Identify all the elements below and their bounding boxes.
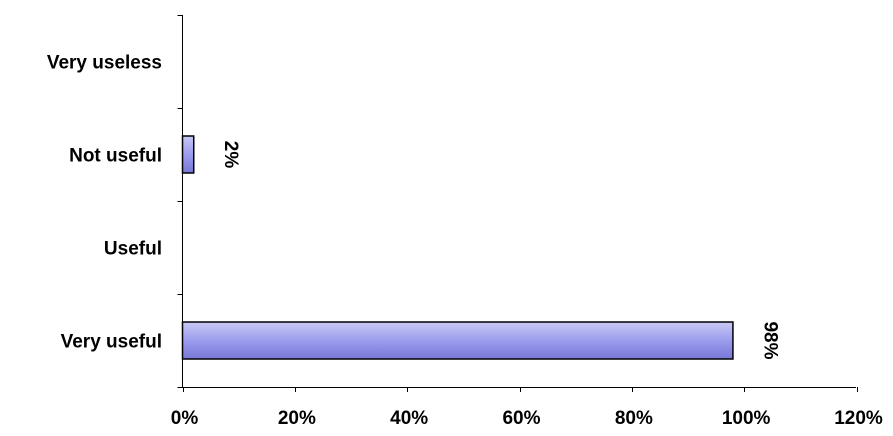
- x-tick-label: 20%: [278, 408, 316, 429]
- category-labels-group: Very useless Not useful Useful Very useful: [47, 53, 162, 353]
- bar-not-useful: [181, 135, 195, 174]
- y-ticks-group: [177, 15, 183, 388]
- x-tick-label: 100%: [722, 408, 771, 429]
- data-label: 98%: [759, 321, 780, 359]
- category-label: Useful: [104, 239, 162, 260]
- data-labels-group: 2% 98%: [220, 141, 780, 360]
- x-tick-label: 120%: [834, 408, 883, 429]
- category-label: Very useless: [47, 53, 162, 74]
- x-tick-label: 0%: [171, 408, 199, 429]
- x-tick-label: 80%: [615, 408, 653, 429]
- x-ticks-group: 0% 20% 40% 60% 80% 100% 120%: [171, 387, 883, 429]
- bars-group: [181, 135, 734, 360]
- category-label: Not useful: [69, 146, 162, 167]
- x-tick-label: 40%: [390, 408, 428, 429]
- x-tick-label: 60%: [502, 408, 540, 429]
- bar-very-useful: [181, 321, 734, 360]
- data-label: 2%: [220, 141, 241, 169]
- category-label: Very useful: [61, 332, 162, 353]
